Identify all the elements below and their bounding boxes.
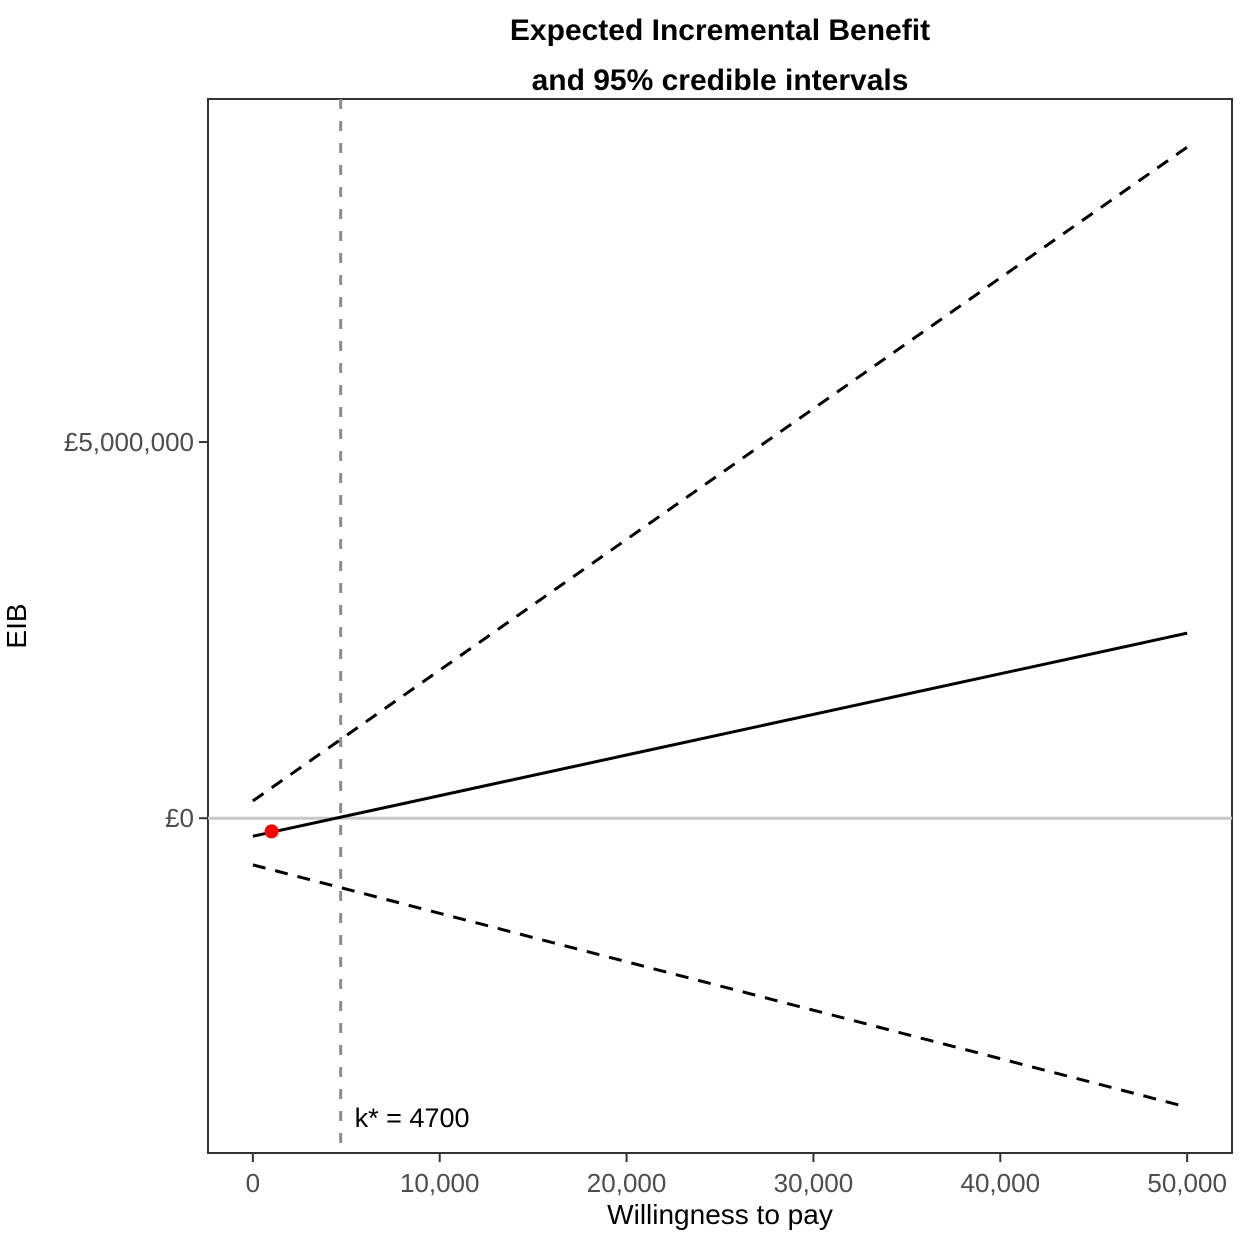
x-tick-label: 30,000 <box>774 1168 854 1198</box>
y-axis: £0 £5,000,000 <box>64 427 208 833</box>
x-axis-title: Willingness to pay <box>607 1199 833 1230</box>
plot-panel <box>207 98 1233 1154</box>
y-tick-label: £0 <box>165 803 194 833</box>
chart-title-line-2: and 95% credible intervals <box>532 64 909 97</box>
highlight-point <box>264 824 279 839</box>
x-tick-label: 40,000 <box>961 1168 1041 1198</box>
kstar-label: k* = 4700 <box>355 1103 470 1133</box>
x-tick-label: 50,000 <box>1147 1168 1227 1198</box>
x-tick-label: 10,000 <box>400 1168 480 1198</box>
x-axis: 0 10,000 20,000 30,000 40,000 50,000 <box>246 1153 1227 1198</box>
x-tick-label: 0 <box>246 1168 260 1198</box>
y-tick-label: £5,000,000 <box>64 427 194 457</box>
chart-title-line-1: Expected Incremental Benefit <box>510 14 930 47</box>
upper-ci-line <box>251 145 1189 803</box>
eib-line <box>252 631 1188 838</box>
x-tick-label: 20,000 <box>587 1168 667 1198</box>
y-axis-title: EIB <box>1 603 32 648</box>
